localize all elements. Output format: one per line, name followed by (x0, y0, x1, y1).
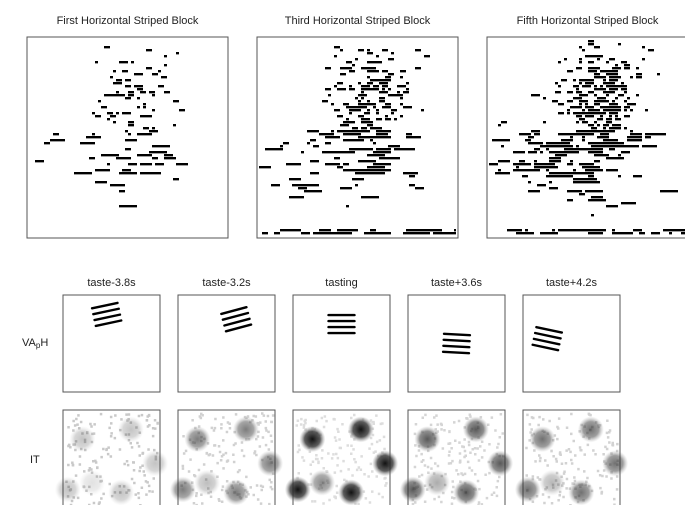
activity-blob (79, 470, 105, 496)
activity-blob (223, 479, 249, 505)
panel-frame (178, 295, 275, 392)
panel-title: First Horizontal Striped Block (57, 15, 199, 27)
column-title: taste-3.8s (87, 277, 136, 289)
activity-blob (568, 479, 594, 505)
stripe (443, 352, 469, 353)
activity-blob (414, 426, 440, 452)
row-label: VApH (22, 337, 48, 350)
column-title: tasting (325, 277, 357, 289)
panel-title: Third Horizontal Striped Block (285, 15, 431, 27)
activity-blob (453, 479, 479, 505)
stripe (444, 340, 470, 341)
activity-blob (578, 416, 604, 442)
column-title: taste+4.2s (546, 277, 598, 289)
activity-blob (285, 477, 311, 503)
activity-blob (348, 416, 374, 442)
activity-blob (257, 450, 283, 476)
figure: First Horizontal Striped Block Third Hori… (0, 0, 685, 505)
activity-blob (602, 450, 628, 476)
activity-blob (194, 470, 220, 496)
row-label-part: VA (22, 337, 37, 349)
activity-blob (463, 416, 489, 442)
stripe (444, 334, 470, 335)
activity-blob (299, 426, 325, 452)
activity-blob (108, 479, 134, 505)
panel-frame (487, 37, 685, 238)
activity-blob (233, 416, 259, 442)
activity-blob (69, 426, 95, 452)
activity-blob (184, 426, 210, 452)
panel-frame (408, 295, 505, 392)
panel-frame (257, 37, 458, 238)
column-title: taste+3.6s (431, 277, 483, 289)
column-title: taste-3.2s (202, 277, 251, 289)
activity-blob (118, 416, 144, 442)
panel-frame (293, 295, 390, 392)
activity-blob (529, 426, 555, 452)
stripe (443, 346, 469, 347)
activity-blob (539, 470, 565, 496)
activity-blob (372, 450, 398, 476)
activity-blob (400, 477, 426, 503)
panel-frame (523, 295, 620, 392)
activity-blob (487, 450, 513, 476)
activity-blob (515, 477, 541, 503)
activity-blob (142, 450, 168, 476)
activity-blob (309, 470, 335, 496)
activity-blob (55, 477, 81, 503)
activity-blob (170, 477, 196, 503)
row-label: IT (30, 454, 40, 466)
activity-blob (424, 470, 450, 496)
row-label-part: H (40, 337, 48, 349)
panel-title: Fifth Horizontal Striped Block (517, 15, 659, 27)
panel-frame (27, 37, 228, 238)
activity-blob (338, 479, 364, 505)
